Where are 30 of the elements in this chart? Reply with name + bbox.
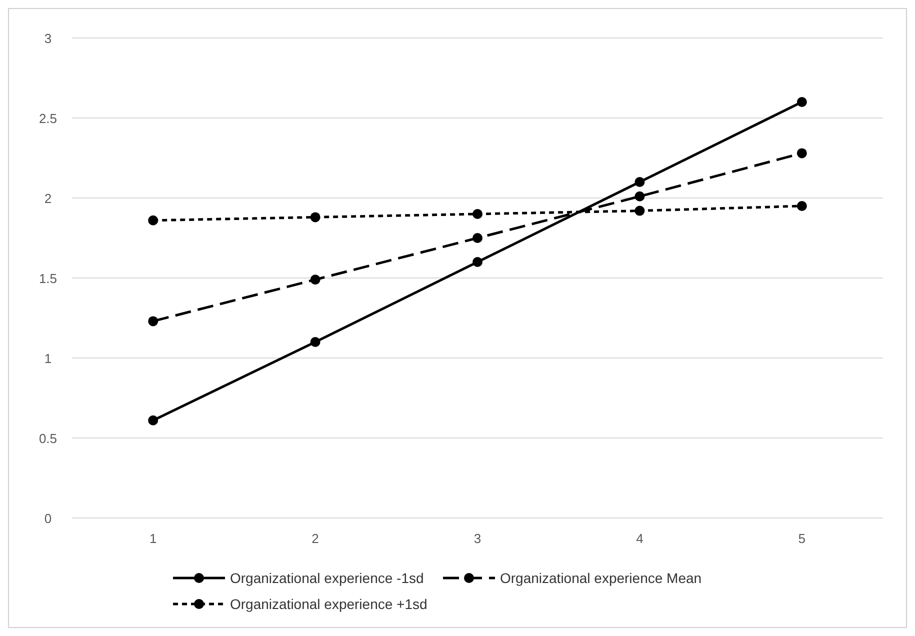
point <box>472 233 482 243</box>
point <box>310 274 320 285</box>
x-tick-label: 5 <box>798 531 806 546</box>
x-tick-label: 2 <box>312 531 319 546</box>
x-tick-label: 4 <box>636 531 644 546</box>
point <box>310 337 320 347</box>
point <box>634 191 645 202</box>
point <box>148 316 158 326</box>
legend-label: Organizational experience Mean <box>500 570 702 586</box>
point <box>796 97 807 107</box>
legend-label: Organizational experience +1sd <box>230 596 428 612</box>
x-tick-label: 3 <box>474 531 482 546</box>
point <box>472 257 482 267</box>
point <box>148 215 158 226</box>
point <box>148 415 158 426</box>
legend-label: Organizational experience -1sd <box>230 570 424 586</box>
point <box>796 201 807 211</box>
point <box>634 177 645 187</box>
y-tick-label: 2 <box>44 191 52 206</box>
point <box>310 212 320 222</box>
y-tick-label: 0.5 <box>38 431 58 446</box>
y-tick-label: 1 <box>44 351 52 366</box>
y-tick-label: 0 <box>44 511 52 526</box>
point <box>634 206 645 216</box>
x-tick-label: 1 <box>149 531 157 546</box>
point <box>472 209 482 219</box>
point <box>796 148 807 158</box>
y-tick-label: 2.5 <box>38 111 58 126</box>
y-tick-label: 1.5 <box>38 271 58 286</box>
y-tick-label: 3 <box>44 31 52 46</box>
